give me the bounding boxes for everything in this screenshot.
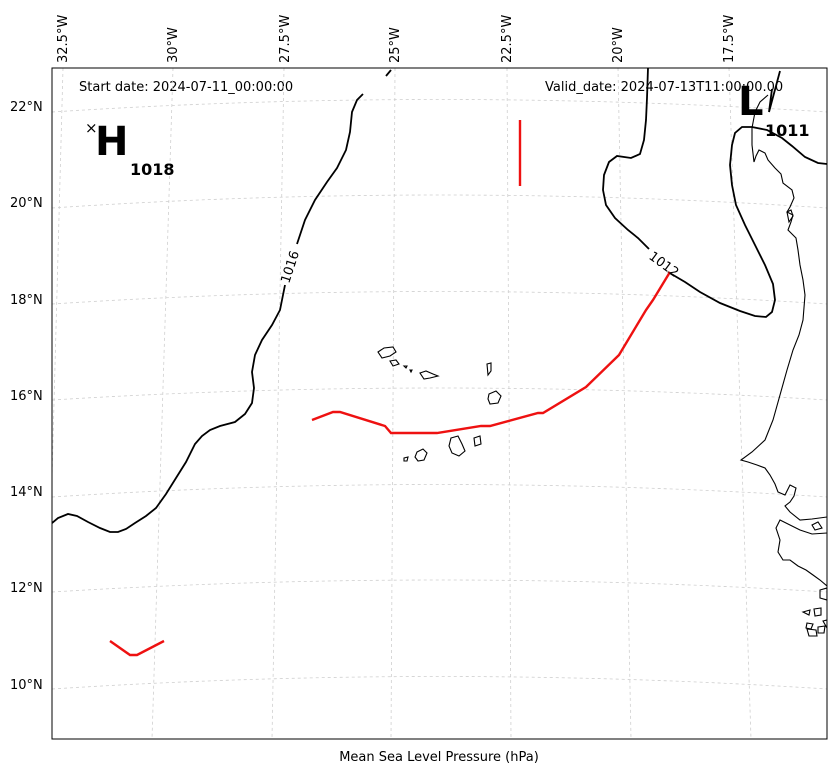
map-caption: Mean Sea Level Pressure (hPa)	[339, 750, 539, 765]
lon-label: 30°W	[166, 27, 181, 63]
isobar-1016	[52, 284, 286, 533]
lat-label: 14°N	[10, 485, 43, 500]
red-contour-line	[311, 271, 672, 435]
low-pressure-letter: L	[738, 79, 764, 125]
lat-label: 10°N	[10, 678, 43, 693]
lat-label: 16°N	[10, 389, 43, 404]
lat-label: 12°N	[10, 581, 43, 596]
island-bijagos	[813, 607, 822, 617]
africa-coastline	[739, 94, 827, 521]
start-date-label: Start date: 2024-07-11_00:00:00	[79, 80, 293, 95]
graticule	[52, 68, 827, 739]
lon-label: 22.5°W	[500, 15, 515, 63]
isobar-1012	[768, 70, 781, 113]
lon-label: 27.5°W	[278, 15, 293, 63]
island-bijagos	[822, 619, 827, 630]
lon-label: 20°W	[611, 27, 626, 63]
cape-verde-islands	[377, 346, 502, 462]
coast-detail	[786, 209, 794, 224]
lon-label: 17.5°W	[722, 15, 737, 63]
high-center-marker: ×	[85, 119, 98, 137]
map-frame	[51, 67, 828, 740]
red-contour-line	[109, 639, 165, 657]
island-bijagos	[805, 622, 814, 630]
isobar-1016	[296, 93, 364, 245]
lat-label: 20°N	[10, 196, 43, 211]
isobar-label: 1016	[279, 249, 303, 285]
isobar-1016	[385, 69, 392, 77]
latitude-labels: 22°N 20°N 18°N 16°N 14°N 12°N 10°N	[10, 100, 43, 693]
lat-label: 22°N	[10, 100, 43, 115]
high-pressure-value: 1018	[130, 160, 175, 179]
coast-detail	[819, 587, 827, 601]
isobar-1012	[602, 68, 650, 250]
high-pressure-letter: H	[95, 119, 128, 165]
guinea-coastline	[775, 519, 827, 587]
coast-detail	[811, 521, 823, 531]
lon-label: 25°W	[388, 27, 403, 63]
lat-label: 18°N	[10, 293, 43, 308]
valid-date-label: Valid_date: 2024-07-13T11:00:00.00	[545, 80, 783, 95]
island-bijagos	[817, 625, 826, 634]
island-bijagos	[806, 628, 818, 637]
low-pressure-value: 1011	[765, 121, 810, 140]
longitude-labels: 32.5°W 30°W 27.5°W 25°W 22.5°W 20°W 17.5…	[56, 15, 737, 63]
isobar-1012	[667, 126, 827, 318]
lon-label: 32.5°W	[56, 15, 71, 63]
island-bijagos	[801, 609, 811, 616]
